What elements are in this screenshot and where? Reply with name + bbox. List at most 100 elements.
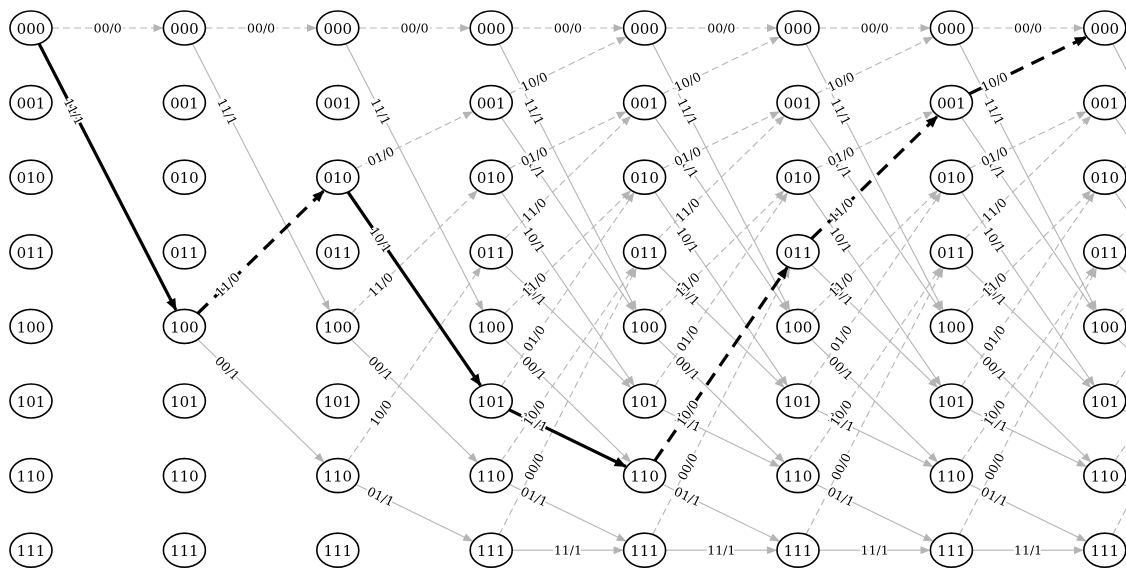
state-label: 101 bbox=[784, 393, 813, 411]
state-circle bbox=[469, 10, 514, 46]
transition-label: 11/1 bbox=[861, 543, 889, 558]
transition-label: 00/0 bbox=[1014, 21, 1042, 36]
state-circle bbox=[162, 234, 207, 270]
state-node-101: 101 bbox=[929, 383, 974, 419]
transition-label: 11/1 bbox=[368, 96, 394, 128]
state-label: 101 bbox=[17, 393, 46, 411]
state-label: 111 bbox=[477, 542, 506, 560]
transition-label: 01/0 bbox=[827, 322, 855, 354]
transition-label: 01/0 bbox=[520, 322, 548, 354]
state-label: 111 bbox=[1090, 542, 1119, 560]
transition-edge bbox=[807, 117, 942, 312]
state-label: 000 bbox=[323, 20, 352, 38]
state-node-100: 100 bbox=[469, 308, 514, 345]
state-node-011: 011 bbox=[622, 234, 667, 270]
state-label: 011 bbox=[937, 244, 966, 262]
state-node-100: 100 bbox=[9, 308, 53, 345]
state-label: 001 bbox=[17, 95, 46, 113]
state-node-101: 101 bbox=[315, 383, 360, 419]
transition-edge bbox=[1114, 117, 1126, 135]
state-label: 100 bbox=[937, 318, 966, 336]
state-node-000: 000 bbox=[162, 10, 207, 46]
transition-label: 00/0 bbox=[247, 21, 275, 36]
transition-edge bbox=[504, 190, 632, 314]
transition-label: 11/1 bbox=[828, 96, 854, 128]
state-circle bbox=[9, 84, 53, 121]
state-label: 111 bbox=[937, 542, 966, 560]
state-label: 110 bbox=[937, 468, 966, 486]
transition-label: 10/0 bbox=[825, 69, 857, 95]
state-circle bbox=[315, 234, 360, 270]
state-circle bbox=[776, 383, 820, 419]
state-node-110: 110 bbox=[776, 457, 820, 494]
state-label: 110 bbox=[17, 468, 46, 486]
state-label: 110 bbox=[170, 468, 199, 486]
state-circle bbox=[162, 159, 207, 195]
state-node-100: 100 bbox=[162, 308, 207, 345]
state-node-011: 011 bbox=[469, 234, 514, 270]
state-node-001: 001 bbox=[469, 84, 514, 121]
state-circle bbox=[622, 159, 667, 195]
state-node-111: 111 bbox=[9, 532, 53, 569]
state-label: 010 bbox=[630, 169, 659, 187]
transition-label: 11/1 bbox=[61, 96, 87, 128]
state-circle bbox=[9, 457, 53, 494]
state-circle bbox=[162, 10, 207, 46]
state-label: 110 bbox=[323, 468, 352, 486]
state-circle bbox=[929, 457, 974, 494]
transition-label: 00/0 bbox=[828, 451, 854, 483]
transition-label: 11/1 bbox=[214, 96, 240, 128]
state-label: 001 bbox=[477, 95, 506, 113]
state-circle bbox=[776, 457, 820, 494]
state-label: 000 bbox=[937, 20, 966, 38]
transition-label: 01/1 bbox=[672, 484, 704, 510]
transition-edge bbox=[508, 483, 627, 542]
state-node-101: 101 bbox=[776, 383, 820, 419]
state-circle bbox=[622, 308, 667, 345]
transition-edge bbox=[657, 339, 785, 463]
transition-edge bbox=[654, 191, 788, 387]
state-circle bbox=[469, 234, 514, 270]
transition-label: 01/0 bbox=[980, 322, 1008, 354]
transition-label: 10/1 bbox=[520, 224, 548, 256]
transition-label: 01/1 bbox=[365, 484, 397, 510]
state-node-111: 111 bbox=[469, 532, 514, 569]
survivor-transition-edge bbox=[37, 42, 178, 311]
survivor-path bbox=[37, 35, 1087, 468]
transition-label: 10/0 bbox=[367, 397, 395, 429]
state-circle bbox=[929, 84, 974, 121]
state-node-111: 111 bbox=[162, 532, 207, 569]
state-node-110: 110 bbox=[1083, 457, 1126, 494]
state-circle bbox=[929, 383, 974, 419]
transition-label: 01/1 bbox=[978, 484, 1010, 510]
transition-label: 00/0 bbox=[400, 21, 428, 36]
transition-edge bbox=[807, 192, 942, 387]
transition-label-halo: 11/1 bbox=[861, 543, 889, 558]
transition-label-halo: 00/0 bbox=[861, 21, 889, 36]
transition-edge bbox=[969, 483, 1087, 542]
state-circle bbox=[469, 457, 514, 494]
transition-edge bbox=[350, 190, 478, 314]
state-node-010: 010 bbox=[1083, 159, 1126, 195]
state-node-001: 001 bbox=[9, 84, 53, 121]
state-circle bbox=[929, 532, 974, 569]
state-label: 011 bbox=[784, 244, 813, 262]
transition-label: 01/0 bbox=[365, 143, 397, 169]
state-label: 011 bbox=[170, 244, 199, 262]
state-node-110: 110 bbox=[469, 457, 514, 494]
state-circle bbox=[469, 308, 514, 345]
state-node-110: 110 bbox=[9, 457, 53, 494]
state-circle bbox=[776, 308, 820, 345]
state-circle bbox=[929, 308, 974, 345]
state-nodes: 000 001 010 011 100 101 110 111 000 001 010 011 100 1… bbox=[9, 10, 1126, 569]
state-node-010: 010 bbox=[776, 159, 820, 195]
transition-edge bbox=[500, 192, 635, 387]
state-node-111: 111 bbox=[315, 532, 360, 569]
state-circle bbox=[162, 308, 207, 345]
transition-edge bbox=[1114, 191, 1126, 210]
state-label: 001 bbox=[784, 95, 813, 113]
state-label: 010 bbox=[17, 169, 46, 187]
state-circle bbox=[9, 159, 53, 195]
state-node-110: 110 bbox=[315, 457, 360, 494]
transition-edge bbox=[807, 266, 942, 462]
